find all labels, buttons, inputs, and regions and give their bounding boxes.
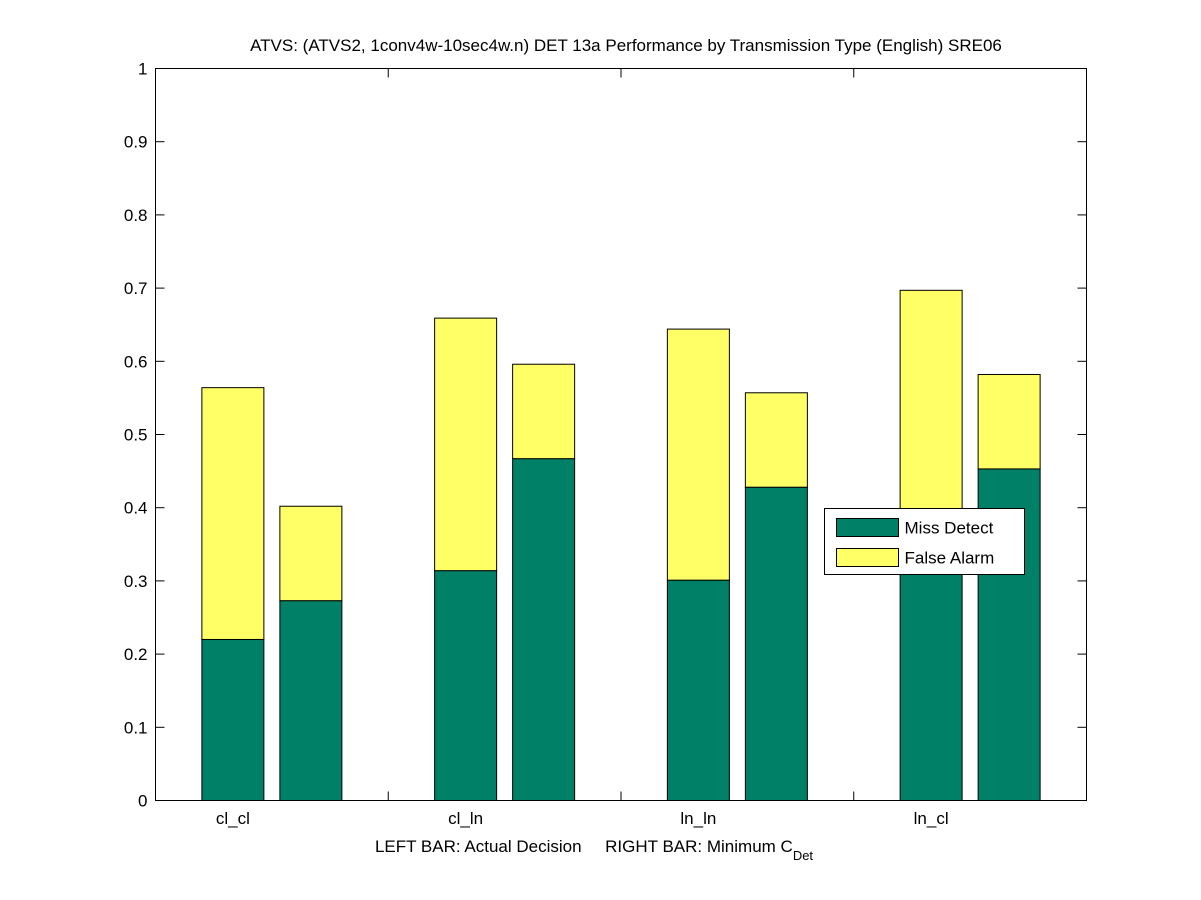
x-tick-label: cl_ln — [448, 809, 483, 828]
bar-false-alarm-actual-cl_cl — [201, 387, 265, 640]
y-tick-label: 0.2 — [124, 645, 148, 664]
bar-miss-detect-actual-cl_ln — [434, 570, 498, 801]
y-tick-label: 1 — [138, 60, 147, 79]
y-tick-label: 0.9 — [124, 133, 148, 152]
legend-label-miss-detect: Miss Detect — [905, 519, 994, 538]
y-tick-label: 0.1 — [124, 718, 148, 737]
legend-label-false-alarm: False Alarm — [905, 549, 995, 568]
y-tick-label: 0.6 — [124, 352, 148, 371]
bar-false-alarm-minimum-cl_cl — [279, 505, 343, 602]
bar-miss-detect-actual-cl_cl — [201, 638, 265, 802]
ticks-layer: 0 0.1 0.2 0.3 0.4 0.5 0.6 0.7 0.8 0.9 1 cl_cl cl_ln l… — [124, 60, 1087, 828]
chart-title: ATVS: (ATVS2, 1conv4w-10sec4w.n) DET 13a… — [250, 36, 1002, 55]
y-tick-label: 0.8 — [124, 206, 148, 225]
bar-false-alarm-minimum-ln_ln — [744, 392, 808, 488]
bar-false-alarm-actual-ln_ln — [666, 328, 730, 581]
bar-false-alarm-minimum-cl_ln — [512, 363, 576, 460]
bar-miss-detect-actual-ln_ln — [666, 579, 730, 802]
x-tick-label: ln_ln — [680, 809, 716, 828]
x-axis-label: LEFT BAR: Actual Decision RIGHT BAR: Min… — [375, 837, 813, 863]
bars-layer — [201, 289, 1041, 802]
bar-false-alarm-actual-ln_cl — [899, 289, 963, 523]
legend: Miss Detect False Alarm — [824, 508, 1025, 575]
x-tick-label: cl_cl — [216, 809, 250, 828]
y-tick-label: 0.7 — [124, 279, 148, 298]
bar-miss-detect-minimum-cl_ln — [512, 458, 576, 801]
legend-swatch-miss-detect — [836, 518, 899, 537]
bar-false-alarm-minimum-ln_cl — [977, 373, 1041, 470]
y-tick-label: 0.3 — [124, 572, 148, 591]
y-tick-label: 0 — [138, 792, 147, 811]
y-tick-label: 0.4 — [124, 499, 148, 518]
y-tick-label: 0.5 — [124, 426, 148, 445]
bar-false-alarm-actual-cl_ln — [434, 317, 498, 572]
bar-miss-detect-minimum-ln_ln — [744, 486, 808, 801]
legend-swatch-false-alarm — [836, 548, 899, 567]
x-tick-label: ln_cl — [914, 809, 949, 828]
bar-miss-detect-minimum-cl_cl — [279, 600, 343, 801]
x-axis-label-main: LEFT BAR: Actual Decision RIGHT BAR: Min… — [375, 837, 793, 856]
x-axis-label-subscript: Det — [793, 848, 814, 863]
